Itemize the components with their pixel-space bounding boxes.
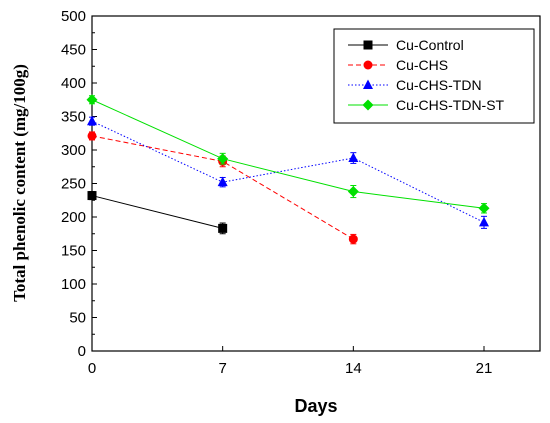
series-cu-control [87,191,228,235]
x-tick-label: 14 [345,360,362,377]
y-tick-label: 400 [61,75,86,92]
legend-label: Cu-CHS-TDN [396,77,482,93]
y-tick-label: 300 [61,142,86,159]
legend-marker [363,40,373,50]
y-tick-label: 50 [69,310,86,327]
data-point [348,152,359,163]
x-axis-label: Days [294,396,337,416]
y-tick-label: 150 [61,243,86,260]
y-axis-label: Total phenolic content (mg/100g) [10,64,29,302]
series-cu-chs [87,131,358,245]
y-tick-label: 100 [61,276,86,293]
legend-label: Cu-CHS [396,57,448,73]
data-point [86,94,98,106]
data-point [347,186,359,198]
y-tick-label: 0 [78,343,86,360]
legend-marker [363,79,373,89]
legend-marker [362,99,374,111]
x-tick-label: 7 [218,360,226,377]
series-cu-chs-tdn-st [86,94,490,214]
y-tick-label: 500 [61,8,86,25]
legend: Cu-Control Cu-CHS Cu-CHS-TDN Cu-CHS-TDN-ST [333,28,535,124]
data-point [87,191,97,201]
series-line [91,195,223,229]
y-tick-label: 250 [61,176,86,193]
series-line [91,99,485,209]
series-cu-chs-tdn [87,115,489,229]
x-tick-label: 21 [476,360,493,377]
data-point [218,223,228,233]
series-line [91,135,354,240]
y-tick-label: 450 [61,42,86,59]
data-point [87,131,97,141]
data-point [478,202,490,214]
data-point [348,234,358,244]
data-point [217,153,229,165]
series-line [91,120,485,223]
legend-label: Cu-Control [396,37,464,53]
axes: 0 7 14 21 0 50 100 150 200 250 300 350 400 450 500 [61,8,492,377]
y-tick-label: 200 [61,209,86,226]
data-point [217,176,228,187]
y-tick-label: 350 [61,109,86,126]
legend-marker [363,60,373,70]
x-tick-label: 0 [88,360,96,377]
data-point [479,216,489,227]
data-point [87,115,97,126]
legend-label: Cu-CHS-TDN-ST [396,97,505,113]
series-layer [86,94,490,245]
